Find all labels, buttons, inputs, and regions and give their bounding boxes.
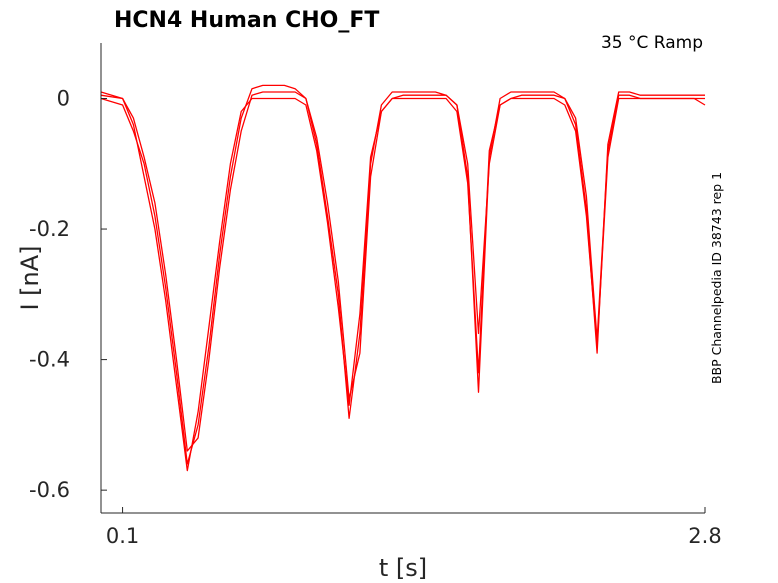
x-axis-ticks: 0.1 2.8 [106,507,722,548]
chart-title: HCN4 Human CHO_FT [114,8,379,33]
current-trace-3 [100,91,706,472]
x-axis-label: t [s] [379,554,427,582]
y-tick-label: -0.6 [29,478,70,502]
x-tick-label: 2.8 [688,524,721,548]
y-tick-label: -0.4 [29,348,70,372]
y-axis-ticks: 0 -0.2 -0.4 -0.6 [29,86,107,502]
y-tick-label: -0.2 [29,217,70,241]
y-tick-label: 0 [57,86,70,110]
current-trace-2 [100,84,705,465]
y-axis-label: I [nA] [16,245,44,310]
x-tick-label: 0.1 [106,524,139,548]
current-trace-1 [100,91,705,452]
channelpedia-id-label: BBP Channelpedia ID 38743 rep 1 [709,172,724,384]
current-traces [100,84,706,472]
temperature-protocol-label: 35 °C Ramp [601,33,703,53]
